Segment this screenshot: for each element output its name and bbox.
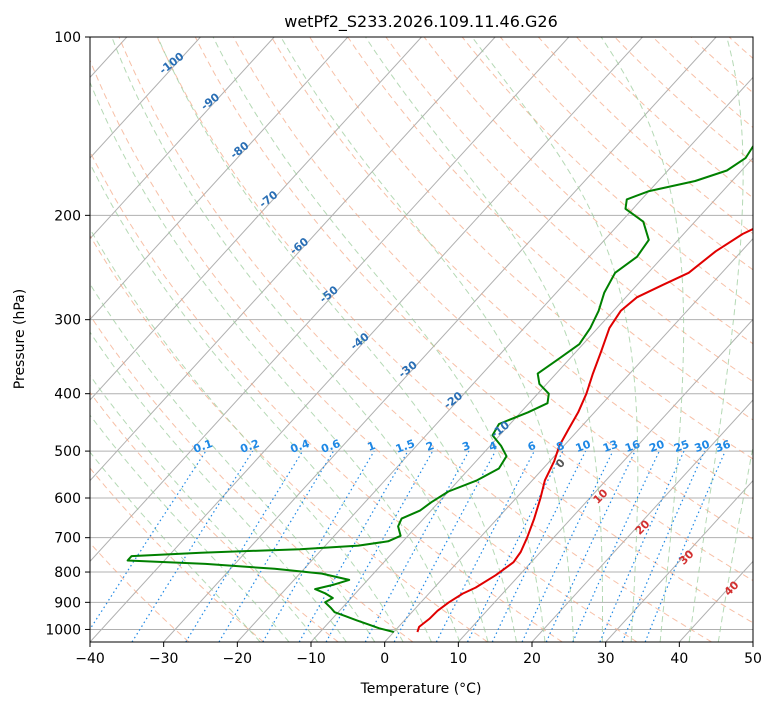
temperature-trace xyxy=(416,227,753,633)
moist-adiabat-line xyxy=(471,37,639,642)
y-tick-label: 900 xyxy=(54,595,81,611)
mixing-ratio-line xyxy=(466,450,564,642)
y-tick-label: 300 xyxy=(54,313,81,329)
x-tick-label: 20 xyxy=(523,651,541,667)
y-tick-label: 600 xyxy=(54,491,81,507)
y-tick-label: 800 xyxy=(54,565,81,581)
isotherm-line xyxy=(457,318,753,642)
x-tick-label: 10 xyxy=(449,651,467,667)
mixing-ratio-line xyxy=(218,450,335,642)
moist-adiabat-line xyxy=(157,37,517,642)
moist-adiabat-line xyxy=(212,37,546,642)
mixing-ratio-line xyxy=(545,450,636,642)
mixing-ratio-line xyxy=(262,450,375,642)
moist-adiabat-line xyxy=(90,162,432,642)
y-tick-label: 200 xyxy=(54,208,81,224)
dry-adiabat-line xyxy=(90,234,488,642)
moist-adiabat-line xyxy=(90,374,319,642)
mixing-ratio-label: 8 xyxy=(555,439,567,454)
dry-adiabat-line xyxy=(309,37,753,460)
moist-adiabat-line xyxy=(90,282,376,642)
isotherm-line xyxy=(163,37,717,642)
mixing-ratio-label: 0.1 xyxy=(192,437,215,456)
mixing-ratio-label: 25 xyxy=(672,438,691,455)
isotherm-line xyxy=(90,37,643,642)
isotherm-line xyxy=(384,237,753,642)
moist-adiabat-line xyxy=(90,227,404,642)
x-tick-label: 50 xyxy=(744,651,762,667)
moist-adiabat-line xyxy=(90,81,461,642)
moist-adiabat-line xyxy=(688,37,744,642)
mixing-ratio-label: 30 xyxy=(693,438,712,456)
moist-adiabat-line xyxy=(717,444,753,642)
mixing-ratio-label: 2 xyxy=(424,439,436,454)
y-tick-label: 100 xyxy=(54,30,81,46)
moist-adiabat-line xyxy=(365,37,603,642)
mixing-ratio-label: 1.5 xyxy=(394,437,417,456)
mixing-ratio-label: 0.4 xyxy=(289,437,312,456)
mixing-ratio-line xyxy=(393,450,497,642)
mixing-ratio-label: 16 xyxy=(623,438,642,456)
isotherm-line xyxy=(90,37,349,321)
x-tick-label: 30 xyxy=(597,651,615,667)
mixing-ratio-line xyxy=(491,450,587,642)
y-axis-title: Pressure (hPa) xyxy=(12,289,28,389)
dry-adiabat-line xyxy=(90,150,563,642)
mixing-ratio-line xyxy=(185,450,304,642)
isotherm-line xyxy=(90,37,496,482)
dewpoint-trace xyxy=(126,144,753,633)
isotherm-line xyxy=(90,37,570,563)
dry-adiabat-line xyxy=(347,37,753,421)
x-axis-title: Temperature (°C) xyxy=(360,681,482,697)
x-tick-label: −40 xyxy=(75,651,105,667)
mixing-ratio-label: 3 xyxy=(460,439,472,454)
mixing-ratio-label: 6 xyxy=(526,439,538,454)
axes: −40 −30 −20 −10 0 10 20 30 40 5010020030040050060… xyxy=(45,30,762,667)
x-tick-label: −10 xyxy=(296,651,326,667)
moist-adiabat-line xyxy=(280,37,575,642)
dry-adiabat-line xyxy=(118,37,712,642)
isotherm-line xyxy=(236,76,753,642)
y-tick-label: 700 xyxy=(54,531,81,547)
dry-adiabat-line xyxy=(90,59,638,642)
chart-title: wetPf2_S233.2026.109.11.46.G26 xyxy=(284,12,558,32)
mixing-ratio-label: 10 xyxy=(574,438,593,456)
x-tick-label: 40 xyxy=(670,651,688,667)
moist-adiabat-line xyxy=(111,37,489,642)
mixing-ratio-label: 0.6 xyxy=(319,437,342,456)
dry-adiabat-line xyxy=(90,467,264,642)
mixing-ratio-line xyxy=(90,450,207,631)
sounding-traces xyxy=(126,144,753,633)
mixing-ratio-label: 0.2 xyxy=(238,437,261,456)
mixing-ratio-label: 13 xyxy=(601,438,620,455)
mixing-ratio-line xyxy=(521,450,614,642)
x-tick-label: −30 xyxy=(149,651,179,667)
background-lines xyxy=(90,37,753,642)
dry-adiabat-line xyxy=(232,37,753,540)
x-tick-label: −20 xyxy=(223,651,253,667)
mixing-ratio-line xyxy=(131,450,254,642)
isotherm-line xyxy=(90,37,201,159)
mixing-ratio-label: 1 xyxy=(366,439,378,454)
x-tick-label: 0 xyxy=(380,651,389,667)
mixing-ratio-label: 4 xyxy=(487,439,499,454)
isotherm-line xyxy=(90,37,422,401)
dry-adiabat-line xyxy=(271,37,753,500)
dry-adiabat-line xyxy=(90,542,190,642)
isotherm-line xyxy=(90,37,275,240)
y-tick-label: 1000 xyxy=(45,622,81,638)
mixing-ratio-label: 20 xyxy=(647,438,666,456)
dry-adiabat-line xyxy=(156,37,753,624)
moist-adiabat-line xyxy=(90,331,347,642)
dry-adiabat-line xyxy=(194,37,753,582)
mixing-ratio-label: 36 xyxy=(713,438,732,456)
moist-adiabat-line xyxy=(600,37,685,642)
isotherm-line xyxy=(531,399,753,642)
y-tick-label: 400 xyxy=(54,387,81,403)
isotherm-line xyxy=(605,479,753,642)
plot-frame xyxy=(89,36,754,643)
y-tick-label: 500 xyxy=(54,444,81,460)
